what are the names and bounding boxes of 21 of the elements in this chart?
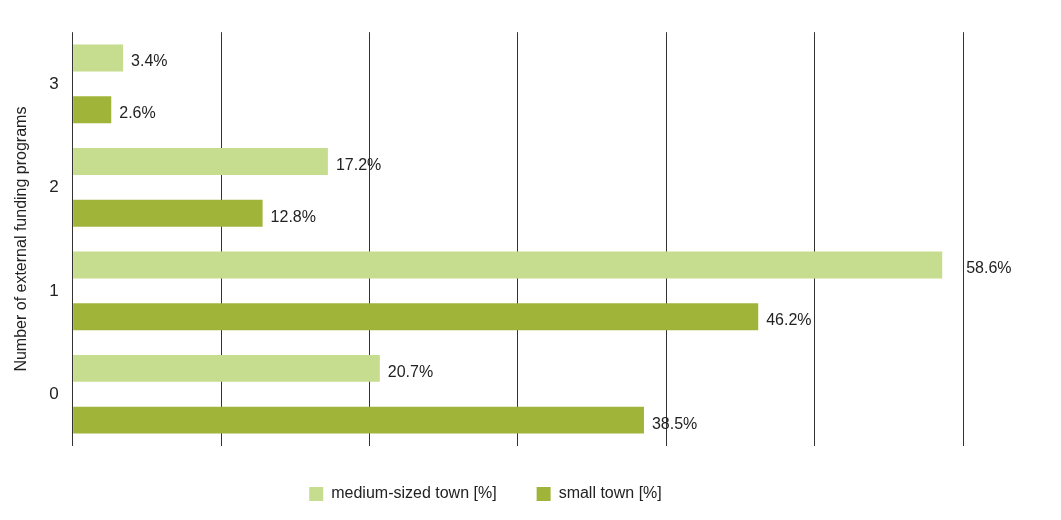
data-label: 3.4%	[131, 52, 168, 70]
data-label: 2.6%	[119, 104, 156, 122]
bar	[73, 354, 380, 382]
bar	[73, 44, 124, 72]
bar	[73, 148, 328, 175]
bar	[73, 251, 943, 279]
bar	[73, 406, 644, 434]
bar	[73, 199, 263, 227]
data-label: 12.8%	[270, 207, 316, 225]
data-label: 20.7%	[387, 362, 434, 380]
y-tick-label: 2	[49, 177, 59, 197]
bar	[73, 303, 759, 331]
y-tick-label: 3	[49, 73, 59, 93]
y-tick-label: 1	[49, 280, 59, 300]
legend-label: medium-sized town [%]	[331, 484, 497, 502]
data-label: 46.2%	[766, 311, 812, 329]
data-label: 58.6%	[966, 259, 1012, 277]
y-axis-title: Number of external funding programs	[12, 106, 30, 372]
y-tick-label: 0	[49, 383, 59, 403]
legend-label: small town [%]	[558, 484, 662, 502]
bar	[73, 96, 112, 124]
